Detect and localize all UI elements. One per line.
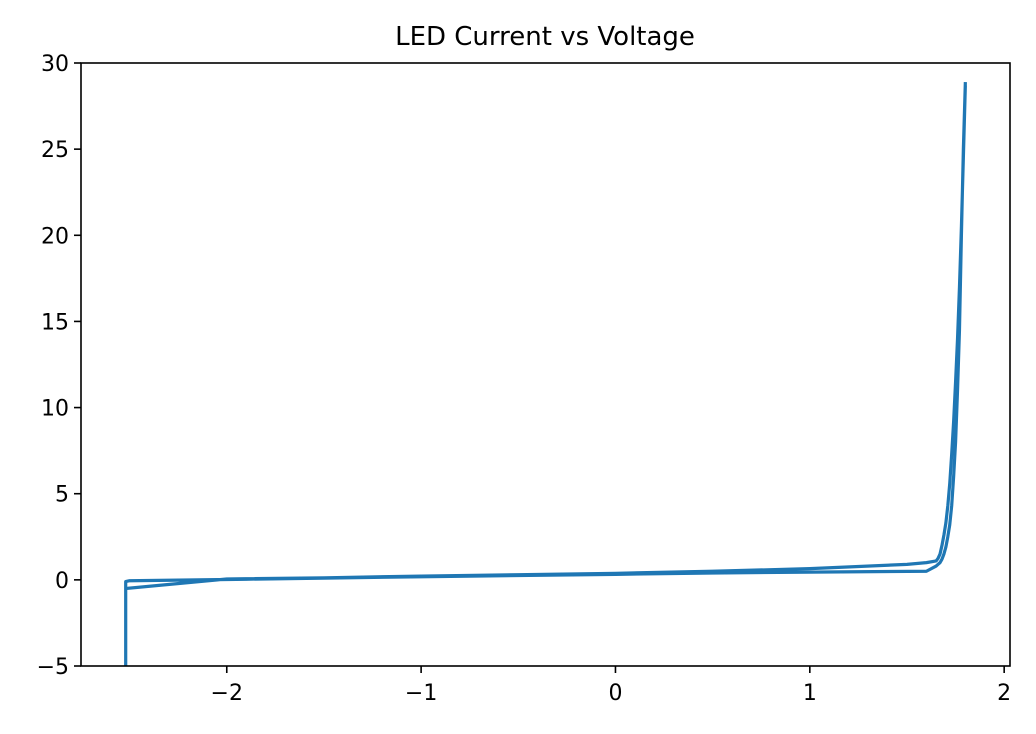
y-tick-label: 20 <box>41 224 69 249</box>
x-tick-label: 1 <box>803 681 817 706</box>
x-tick-label: 0 <box>608 681 622 706</box>
y-tick-label: 30 <box>41 52 69 77</box>
plot-area <box>124 82 967 666</box>
axes-frame <box>80 62 1011 667</box>
x-tick-label: 2 <box>997 681 1011 706</box>
y-tick-label: 10 <box>41 397 69 422</box>
series-line-0 <box>124 82 967 666</box>
x-tick-label: −1 <box>405 681 437 706</box>
y-tick-label: 5 <box>55 483 69 508</box>
axes: −2 −1 0 1 2 −5 0 5 10 15 20 25 30 <box>37 52 1012 706</box>
y-tick-label: −5 <box>37 655 69 680</box>
y-tick-label: 15 <box>41 310 69 335</box>
x-tick-label: −2 <box>211 681 243 706</box>
chart-title: LED Current vs Voltage <box>395 22 695 52</box>
y-tick-label: 0 <box>55 569 69 594</box>
y-tick-label: 25 <box>41 138 69 163</box>
